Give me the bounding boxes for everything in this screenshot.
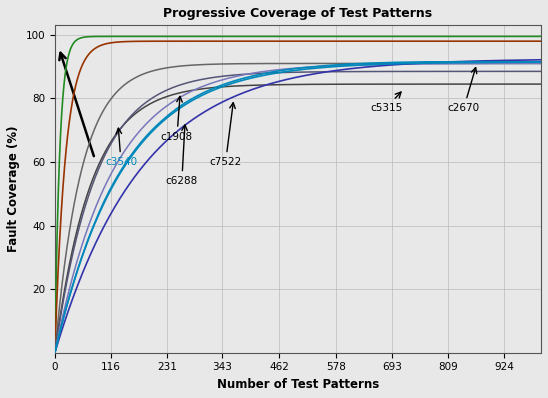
Text: c3540: c3540 — [105, 128, 137, 167]
Text: c2670: c2670 — [448, 68, 480, 113]
Y-axis label: Fault Coverage (%): Fault Coverage (%) — [7, 126, 20, 252]
X-axis label: Number of Test Patterns: Number of Test Patterns — [217, 378, 379, 391]
Text: c6288: c6288 — [165, 125, 198, 186]
Text: c7522: c7522 — [209, 103, 242, 167]
Text: c5315: c5315 — [370, 92, 402, 113]
Title: Progressive Coverage of Test Patterns: Progressive Coverage of Test Patterns — [163, 7, 432, 20]
Text: c1908: c1908 — [161, 96, 193, 142]
